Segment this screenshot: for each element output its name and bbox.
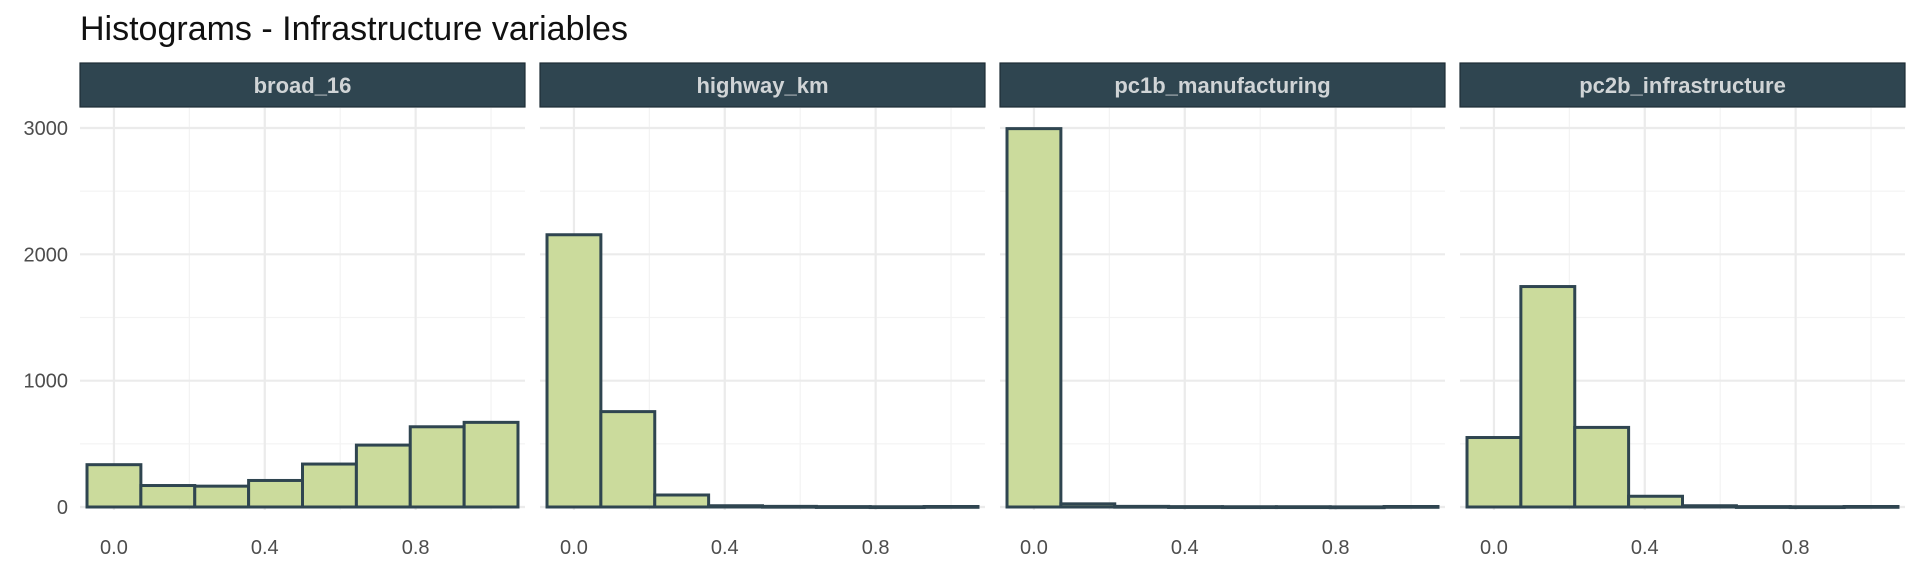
x-tick-label: 0.0 <box>1480 537 1508 559</box>
facet-panel-pc2b_infrastructure: pc2b_infrastructure <box>1459 62 1906 510</box>
x-axis-tick-labels: 0.0 0.4 0.8 0.0 0.4 0.8 0.0 0.4 0.8 0.0 0.4 0.8 <box>100 537 1810 559</box>
y-tick-label: 1000 <box>24 371 69 393</box>
x-tick-label: 0.8 <box>1782 537 1810 559</box>
y-tick-label: 0 <box>57 497 68 519</box>
x-tick-label: 0.8 <box>862 537 890 559</box>
histogram-bar <box>408 425 466 509</box>
histogram-bar <box>1842 504 1900 509</box>
y-tick-label: 2000 <box>24 244 69 266</box>
histogram-bar <box>1382 504 1440 509</box>
facet-panels: broad_16 highway_km pc1b_manufacturing pc2b… <box>79 62 1906 510</box>
facet-panel-broad_16: broad_16 <box>79 62 526 510</box>
histogram-bar <box>1788 505 1846 510</box>
facet-strip <box>1459 62 1906 108</box>
facet-panel-pc1b_manufacturing: pc1b_manufacturing <box>999 62 1446 510</box>
histogram-bar <box>1221 505 1278 510</box>
histogram-bar <box>599 410 657 509</box>
histogram-bar <box>462 420 520 509</box>
histogram-bar <box>1167 505 1224 509</box>
x-tick-label: 0.8 <box>402 537 430 559</box>
facet-strip <box>539 62 986 108</box>
histogram-bar <box>1734 505 1792 509</box>
facet-panel-highway_km: highway_km <box>539 62 986 510</box>
y-axis-tick-labels: 0 1000 2000 3000 <box>24 118 69 519</box>
histogram-bar <box>814 505 872 509</box>
x-tick-label: 0.4 <box>711 537 739 559</box>
x-tick-label: 0.4 <box>1171 537 1199 559</box>
histogram-bar <box>247 478 304 509</box>
x-tick-label: 0.8 <box>1322 537 1350 559</box>
histogram-bar <box>653 493 711 509</box>
histogram-bar <box>1328 505 1386 510</box>
histogram-bar <box>761 504 818 509</box>
facet-strip <box>79 62 526 108</box>
histogram-bar <box>1573 425 1631 509</box>
facet-strip-label: pc2b_infrastructure <box>1579 73 1786 98</box>
x-tick-label: 0.0 <box>100 537 128 559</box>
histogram-bar <box>1681 504 1738 509</box>
y-tick-label: 3000 <box>24 118 69 140</box>
histogram-bar <box>1005 127 1063 509</box>
histogram-bar <box>1627 494 1684 509</box>
facet-strip-label: pc1b_manufacturing <box>1114 73 1330 98</box>
histogram-bar <box>1113 504 1171 509</box>
histogram-bar <box>868 505 926 510</box>
x-tick-label: 0.4 <box>251 537 279 559</box>
histogram-bar <box>354 443 412 509</box>
histogram-bar <box>545 233 603 509</box>
histogram-bar <box>85 463 143 509</box>
histogram-bar <box>1274 505 1332 510</box>
histogram-bar <box>707 504 764 509</box>
x-tick-label: 0.4 <box>1631 537 1659 559</box>
facet-strip <box>999 62 1446 108</box>
histogram-bar <box>193 484 251 509</box>
x-tick-label: 0.0 <box>1020 537 1048 559</box>
histogram-bar <box>1519 285 1577 509</box>
histogram-bar <box>1465 436 1523 509</box>
histogram-bar <box>1059 502 1117 509</box>
facet-strip-label: highway_km <box>696 73 828 98</box>
histogram-bar <box>301 462 358 509</box>
facet-strip-label: broad_16 <box>254 73 352 98</box>
histogram-bar <box>922 504 980 509</box>
histogram-bar <box>139 484 197 509</box>
x-tick-label: 0.0 <box>560 537 588 559</box>
chart-title: Histograms - Infrastructure variables <box>80 10 628 48</box>
